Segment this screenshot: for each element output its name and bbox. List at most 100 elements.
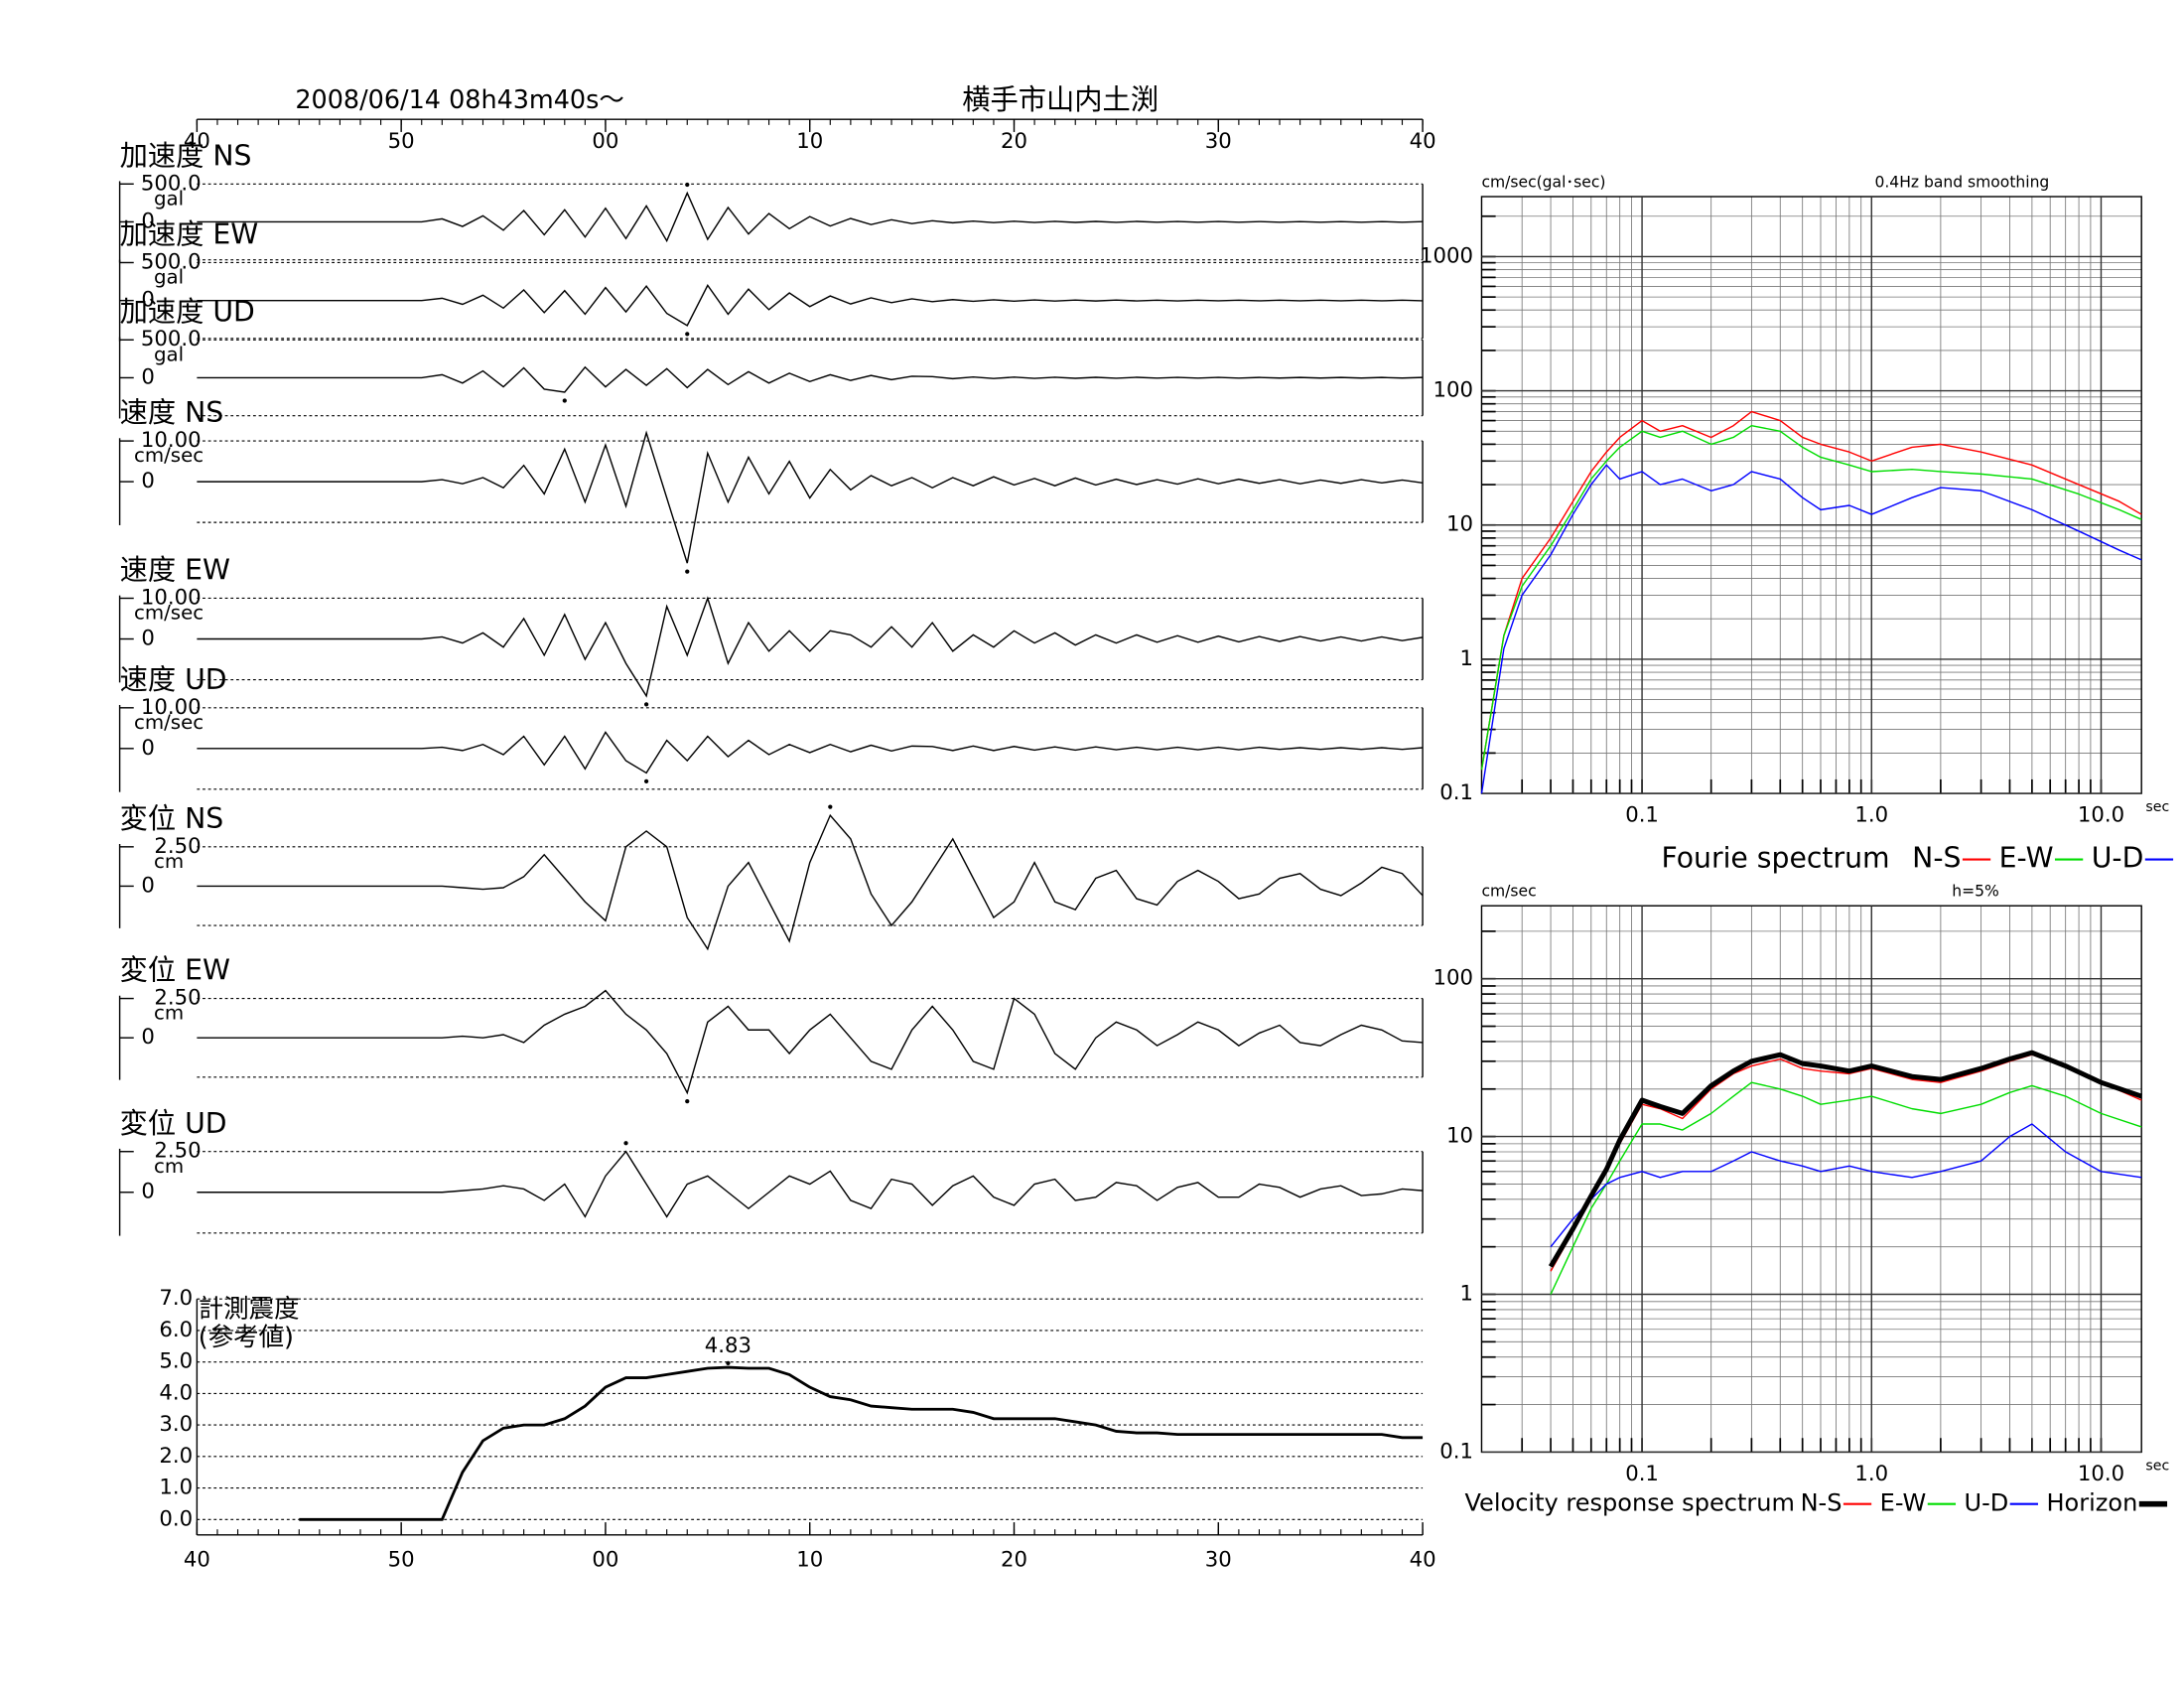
y-tick-label: 10.00 <box>141 585 202 610</box>
y-tick-label: 1.0 <box>159 1476 193 1500</box>
panel-unit: gal <box>154 187 184 210</box>
x-tick-label: 10.0 <box>2078 803 2124 828</box>
panel-unit: cm/sec <box>134 602 204 625</box>
y-tick-label: 0.1 <box>1439 1439 1473 1464</box>
y-tick-label: 100 <box>1433 966 1473 991</box>
x-tick-label: 30 <box>1205 1547 1232 1572</box>
peak-marker <box>685 332 690 337</box>
legend-label: E-W <box>1880 1489 1927 1517</box>
peak-marker <box>643 702 649 707</box>
peak-marker <box>828 804 833 809</box>
peak-label: 4.83 <box>705 1334 751 1358</box>
intensity-label: 計測震度 <box>199 1295 300 1325</box>
y-tick-label: 5.0 <box>159 1349 193 1374</box>
peak-marker <box>623 1141 628 1146</box>
y-tick-label: 1 <box>1459 646 1473 671</box>
panel-label: 変位 NS <box>120 802 224 835</box>
y-tick-label: 6.0 <box>159 1318 193 1342</box>
waveform <box>197 813 1424 951</box>
x-tick-label: 1.0 <box>1854 1462 1888 1486</box>
y-tick-label: 10 <box>1446 512 1473 537</box>
panel-unit: gal <box>154 266 184 289</box>
waveform <box>197 191 1424 243</box>
y-tick-label: 0 <box>141 1025 155 1050</box>
y-tick-label: 0 <box>141 364 155 389</box>
y-tick-label: 1000 <box>1420 243 1473 268</box>
y-tick-label: 10 <box>1446 1124 1473 1149</box>
spectrum-line <box>1480 410 2142 771</box>
waveform <box>197 365 1424 393</box>
x-tick-label: 20 <box>1001 129 1027 154</box>
record-title: 2008/06/14 08h43m40s〜 <box>295 85 623 115</box>
y-tick-label: 10.00 <box>141 428 202 453</box>
y-tick-label: 0 <box>141 873 155 898</box>
y-tick-label: 3.0 <box>159 1412 193 1437</box>
x-tick-label: 10 <box>796 129 823 154</box>
panel-unit: cm <box>154 1002 184 1025</box>
x-tick-label: 40 <box>1410 1547 1436 1572</box>
y-tick-label: 500.0 <box>141 249 202 274</box>
waveform <box>197 596 1424 698</box>
x-tick-label: 20 <box>1001 1547 1027 1572</box>
spectrum-line <box>1550 1081 2142 1295</box>
x-tick-label: 0.1 <box>1625 1462 1659 1486</box>
plot-note: 0.4Hz band smoothing <box>1874 173 2049 191</box>
panel-label: 変位 UD <box>120 1107 227 1140</box>
legend-title: Fourie spectrum <box>1662 842 1890 875</box>
x-axis-unit: sec <box>2145 799 2169 815</box>
y-tick-label: 2.50 <box>154 986 201 1011</box>
x-tick-label: 00 <box>592 1547 618 1572</box>
panel-label: 加速度 UD <box>120 295 255 328</box>
y-tick-label: 4.0 <box>159 1380 193 1405</box>
spectrum-line <box>1480 424 2142 771</box>
y-tick-label: 2.50 <box>154 1139 201 1164</box>
panel-unit: gal <box>154 343 184 365</box>
spectrum-line <box>1480 464 2142 794</box>
legend-label: U-D <box>2092 842 2144 875</box>
station-name: 横手市山内土渕 <box>962 83 1159 116</box>
y-tick-label: 2.0 <box>159 1444 193 1469</box>
y-tick-label: 100 <box>1433 378 1473 403</box>
waveform <box>197 1150 1424 1218</box>
y-tick-label: 0.0 <box>159 1506 193 1531</box>
panel-label: 速度 EW <box>120 554 230 587</box>
x-tick-label: 1.0 <box>1854 803 1888 828</box>
panel-label: 変位 EW <box>120 954 230 987</box>
panel-unit: cm <box>154 1155 184 1178</box>
x-tick-label: 10.0 <box>2078 1462 2124 1486</box>
legend-title: Velocity response spectrum <box>1464 1489 1794 1517</box>
y-tick-label: 0 <box>141 288 155 313</box>
peak-marker <box>643 778 649 784</box>
x-tick-label: 30 <box>1205 129 1232 154</box>
y-tick-label: 0.1 <box>1439 780 1473 805</box>
y-tick-label: 1 <box>1459 1281 1473 1306</box>
waveform <box>197 989 1424 1095</box>
intensity-line <box>299 1365 1424 1521</box>
y-tick-label: 10.00 <box>141 695 202 720</box>
y-axis-label: cm/sec <box>1481 883 1536 901</box>
y-axis-label: cm/sec(gal･sec) <box>1481 173 1605 191</box>
y-tick-label: 0 <box>141 736 155 761</box>
y-tick-label: 500.0 <box>141 327 202 352</box>
spectrum-line <box>1550 1123 2142 1248</box>
y-tick-label: 7.0 <box>159 1286 193 1311</box>
y-tick-label: 0 <box>141 1180 155 1204</box>
panel-unit: cm/sec <box>134 711 204 734</box>
legend-label: N-S <box>1912 842 1961 875</box>
y-tick-label: 2.50 <box>154 834 201 859</box>
legend-label: U-D <box>1965 1489 2009 1517</box>
x-tick-label: 40 <box>1410 129 1436 154</box>
waveform <box>197 731 1424 774</box>
peak-marker <box>685 569 690 574</box>
y-tick-label: 0 <box>141 209 155 233</box>
plot-note: h=5% <box>1952 883 1999 901</box>
waveform <box>197 430 1424 564</box>
x-tick-label: 40 <box>184 1547 210 1572</box>
x-tick-label: 40 <box>184 129 210 154</box>
panel-label: 加速度 EW <box>120 218 259 251</box>
peak-marker <box>726 1360 731 1365</box>
panel-label: 速度 UD <box>120 663 227 696</box>
spectrum-line <box>1548 1050 2142 1268</box>
intensity-label: (参考値) <box>199 1323 294 1352</box>
